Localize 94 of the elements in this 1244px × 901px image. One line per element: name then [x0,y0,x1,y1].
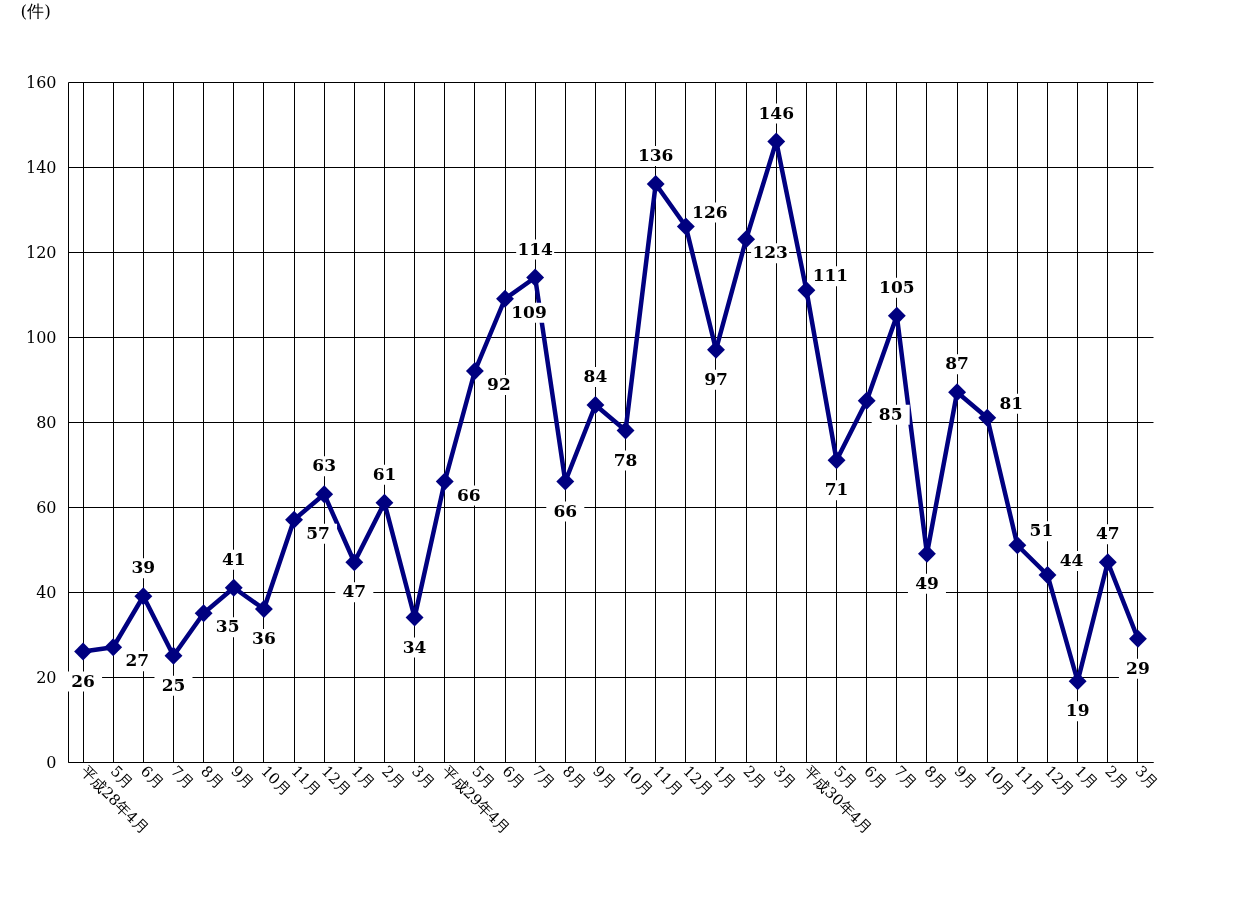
data-label: 66 [456,484,481,505]
data-label: 111 [812,265,849,286]
data-label: 61 [372,463,397,484]
y-axis-title: (件) [20,0,51,21]
data-label: 71 [824,479,849,500]
data-label: 123 [752,242,788,263]
data-label: 92 [487,374,511,394]
point [435,472,454,491]
point [978,408,997,427]
y-tick-label: 20 [36,667,57,687]
point [586,396,605,414]
point [1098,553,1117,572]
y-tick-label: 60 [36,497,57,517]
data-label: 35 [215,616,240,637]
x-tick-label: 9月 [227,762,258,793]
x-tick-label: 6月 [498,762,529,793]
point [496,289,514,308]
data-label: 63 [312,455,337,476]
x-tick-label: 7月 [167,762,198,793]
point [1038,566,1057,584]
data-label: 81 [999,392,1024,413]
y-tick-label: 140 [25,157,57,177]
x-tick-label: 7月 [890,762,921,793]
data-label: 136 [637,145,674,165]
point [1128,629,1147,648]
y-tick-label: 0 [46,752,57,772]
point [616,421,635,440]
data-label: 97 [704,368,728,389]
point [104,638,123,657]
point [857,391,876,410]
y-tick-label: 100 [25,327,57,347]
x-tick-label: 8月 [920,762,951,793]
x-tick-label: 6月 [860,762,891,793]
x-tick-label: 2月 [739,762,770,793]
data-label: 26 [71,670,95,691]
x-tick-label: 3月 [769,762,800,793]
data-label: 41 [221,548,246,569]
x-tick-label: 8月 [558,762,590,793]
data-label: 105 [879,276,915,297]
data-label: 57 [306,522,330,543]
point [315,485,334,504]
data-label: 47 [1095,523,1120,544]
point [1008,536,1027,555]
point [646,175,665,193]
point [375,493,394,512]
data-label: 19 [1065,700,1090,721]
data-label: 146 [758,102,795,123]
point [224,578,243,597]
point [164,646,183,665]
data-label: 47 [342,581,367,602]
point [737,230,756,249]
data-label: 51 [1029,520,1054,541]
point [797,281,816,300]
point [194,604,213,623]
point [285,510,303,529]
data-label: 114 [517,238,554,259]
point [827,451,846,470]
y-tick-label: 80 [36,412,57,432]
x-tick-label: 6月 [136,762,168,793]
x-tick-label: 3月 [1131,762,1162,793]
data-label: 78 [613,449,638,470]
x-tick-label: 9月 [950,762,981,793]
data-label: 84 [583,366,608,386]
data-label: 85 [878,403,903,424]
data-label: 87 [945,353,969,374]
point [134,587,153,606]
x-tick-label: 2月 [1101,762,1132,793]
data-label: 44 [1059,550,1084,570]
point [345,553,364,572]
data-label: 29 [1126,657,1150,678]
data-label: 66 [553,500,578,521]
x-tick-label: 2月 [378,762,409,793]
x-tick-label: 7月 [528,762,559,793]
data-label: 109 [511,301,547,322]
x-tick-label: 9月 [589,762,620,793]
x-tick-label: 3月 [408,762,439,793]
data-label: 27 [125,650,150,671]
y-tick-label: 160 [25,72,57,92]
data-label: 25 [161,674,186,695]
point [465,362,484,380]
point [1068,672,1087,691]
data-label: 49 [915,572,939,593]
data-label: 126 [692,201,728,222]
data-label: 36 [252,628,276,648]
y-tick-label: 40 [36,582,57,602]
point [948,383,967,402]
point [254,600,273,618]
point [676,217,695,236]
data-label: 34 [402,636,427,657]
y-tick-label: 120 [25,242,57,262]
point [74,642,93,661]
data-label: 39 [131,557,156,578]
x-tick-label: 8月 [197,762,228,793]
point [526,268,545,287]
